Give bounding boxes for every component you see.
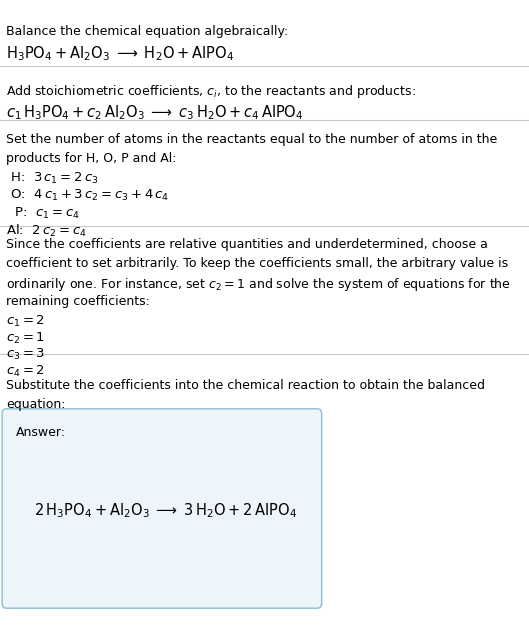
Text: remaining coefficients:: remaining coefficients: xyxy=(6,295,150,308)
Text: Substitute the coefficients into the chemical reaction to obtain the balanced: Substitute the coefficients into the che… xyxy=(6,379,485,392)
Text: Answer:: Answer: xyxy=(16,426,66,440)
Text: Al:  $2\,c_2 = c_4$: Al: $2\,c_2 = c_4$ xyxy=(6,223,87,240)
Text: Since the coefficients are relative quantities and underdetermined, choose a: Since the coefficients are relative quan… xyxy=(6,238,488,251)
Text: $c_2 = 1$: $c_2 = 1$ xyxy=(6,330,45,345)
Text: O:  $4\,c_1 + 3\,c_2 = c_3 + 4\,c_4$: O: $4\,c_1 + 3\,c_2 = c_3 + 4\,c_4$ xyxy=(6,188,170,203)
Text: $c_4 = 2$: $c_4 = 2$ xyxy=(6,364,45,379)
Text: $c_3 = 3$: $c_3 = 3$ xyxy=(6,347,45,362)
Text: H:  $3\,c_1 = 2\,c_3$: H: $3\,c_1 = 2\,c_3$ xyxy=(6,171,99,186)
Text: P:  $c_1 = c_4$: P: $c_1 = c_4$ xyxy=(6,206,80,221)
Text: Balance the chemical equation algebraically:: Balance the chemical equation algebraica… xyxy=(6,25,289,38)
Text: ordinarily one. For instance, set $c_2 = 1$ and solve the system of equations fo: ordinarily one. For instance, set $c_2 =… xyxy=(6,276,512,293)
FancyBboxPatch shape xyxy=(2,409,322,608)
Text: $2\,\mathregular{H_3PO_4} + \mathregular{Al_2O_3} \;\longrightarrow\; 3\,\mathre: $2\,\mathregular{H_3PO_4} + \mathregular… xyxy=(34,502,297,520)
Text: equation:: equation: xyxy=(6,398,66,411)
Text: coefficient to set arbitrarily. To keep the coefficients small, the arbitrary va: coefficient to set arbitrarily. To keep … xyxy=(6,257,508,270)
Text: Add stoichiometric coefficients, $c_i$, to the reactants and products:: Add stoichiometric coefficients, $c_i$, … xyxy=(6,83,416,100)
Text: $c_1 = 2$: $c_1 = 2$ xyxy=(6,314,45,329)
Text: $\mathregular{H_3PO_4} + \mathregular{Al_2O_3} \;\longrightarrow\; \mathregular{: $\mathregular{H_3PO_4} + \mathregular{Al… xyxy=(6,44,234,63)
Text: $c_1\,\mathregular{H_3PO_4} + c_2\,\mathregular{Al_2O_3} \;\longrightarrow\; c_3: $c_1\,\mathregular{H_3PO_4} + c_2\,\math… xyxy=(6,103,304,122)
Text: Set the number of atoms in the reactants equal to the number of atoms in the: Set the number of atoms in the reactants… xyxy=(6,133,498,146)
Text: products for H, O, P and Al:: products for H, O, P and Al: xyxy=(6,152,177,165)
